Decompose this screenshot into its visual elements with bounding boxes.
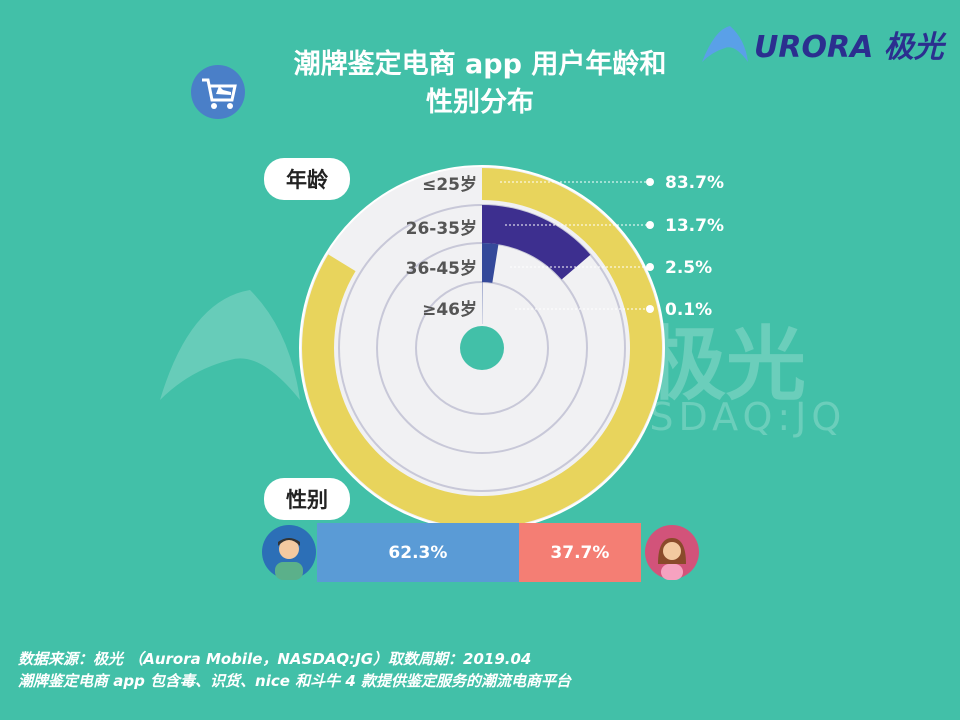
watermark bbox=[150, 290, 300, 414]
age-section-label: 年龄 bbox=[264, 158, 350, 200]
age-category-label: 36-45岁 bbox=[405, 259, 477, 279]
female-avatar-icon bbox=[644, 524, 700, 584]
age-value-label: 83.7% bbox=[665, 173, 724, 193]
logo-text: URORA 极光 bbox=[754, 30, 944, 65]
title-line-1: 潮牌鉴定电商 app 用户年龄和 bbox=[293, 49, 667, 80]
age-category-label: ≤25岁 bbox=[422, 175, 477, 195]
center-hole bbox=[460, 326, 504, 370]
leader-dot bbox=[646, 305, 654, 313]
leader-dot bbox=[646, 263, 654, 271]
footer-note: 数据来源：极光 （Aurora Mobile，NASDAQ:JG）取数周期：20… bbox=[18, 648, 571, 692]
cart-sneaker-icon bbox=[190, 64, 246, 124]
gender-section-label: 性别 bbox=[264, 478, 350, 520]
leader-dot bbox=[646, 221, 654, 229]
age-category-label: ≥46岁 bbox=[422, 300, 477, 320]
page-title: 潮牌鉴定电商 app 用户年龄和 性别分布 bbox=[250, 46, 710, 122]
aurora-logo: URORA 极光 bbox=[700, 22, 944, 66]
footer-source: 数据来源：极光 （Aurora Mobile，NASDAQ:JG）取数周期：20… bbox=[18, 650, 532, 668]
age-bar-1 bbox=[482, 205, 591, 280]
age-bar-2 bbox=[482, 243, 499, 283]
male-avatar-icon bbox=[261, 524, 317, 584]
title-line-2: 性别分布 bbox=[426, 87, 534, 118]
leader-dot bbox=[646, 178, 654, 186]
age-value-label: 13.7% bbox=[665, 216, 724, 236]
gender-bar-female: 37.7% bbox=[518, 523, 641, 582]
age-value-label: 2.5% bbox=[665, 258, 713, 278]
gender-bar-male: 62.3% bbox=[317, 523, 519, 582]
aurora-logo-watermark-icon bbox=[160, 290, 300, 400]
age-value-label: 0.1% bbox=[665, 300, 713, 320]
gender-bar: 62.3% 37.7% bbox=[317, 523, 641, 582]
aurora-logo-icon bbox=[702, 26, 748, 62]
age-category-label: 26-35岁 bbox=[405, 219, 477, 239]
footer-description: 潮牌鉴定电商 app 包含毒、识货、nice 和斗牛 4 款提供鉴定服务的潮流电… bbox=[18, 672, 572, 690]
